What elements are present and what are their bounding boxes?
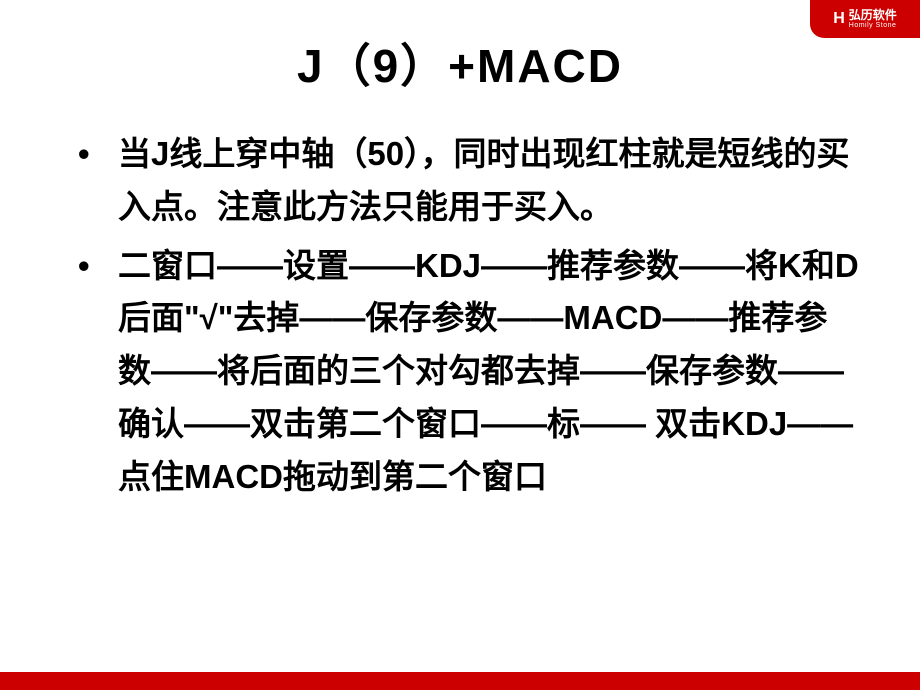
footer-bar [0, 672, 920, 690]
bullet-list: 当J线上穿中轴（50），同时出现红柱就是短线的买入点。注意此方法只能用于买入。 … [60, 128, 860, 504]
logo-en: Homily Stone [849, 22, 897, 30]
slide-container: H 弘历软件 Homily Stone J（9）+MACD 当J线上穿中轴（50… [0, 0, 920, 690]
bullet-item: 二窗口——设置——KDJ——推荐参数——将K和D后面"√"去掉——保存参数——M… [70, 240, 860, 504]
logo-tab: H 弘历软件 Homily Stone [810, 0, 920, 38]
slide-title: J（9）+MACD [60, 30, 860, 96]
logo-cn: 弘历软件 [849, 9, 897, 22]
logo-text: 弘历软件 Homily Stone [849, 9, 897, 30]
logo-icon: H [833, 10, 845, 28]
bullet-item: 当J线上穿中轴（50），同时出现红柱就是短线的买入点。注意此方法只能用于买入。 [70, 128, 860, 234]
